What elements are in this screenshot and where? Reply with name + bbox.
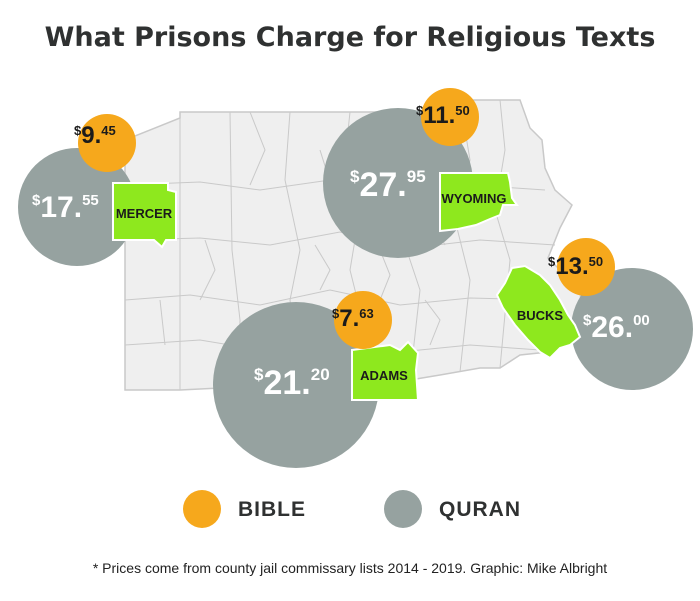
county-shape-wyoming: [439, 172, 519, 233]
county-shape-bucks: [495, 264, 582, 360]
footnote: * Prices come from county jail commissar…: [92, 560, 608, 576]
map-title: What Prisons Charge for Religious Texts: [44, 22, 656, 53]
bible-price-mercer: $9.45: [74, 122, 116, 149]
bible-price-wyoming: $11.50: [416, 102, 470, 129]
quran-price-bucks: $26.00: [583, 311, 650, 344]
bible-circle-wyoming: [421, 88, 479, 146]
bible-circle-adams: [334, 291, 392, 349]
county-shape-mercer: [112, 182, 177, 249]
county-label-wyoming: WYOMING: [442, 191, 507, 206]
legend-bible-swatch: [183, 490, 221, 528]
legend-quran-label: QURAN: [439, 498, 521, 521]
quran-price-wyoming: $27.95: [350, 166, 426, 204]
quran-price-mercer: $17.55: [32, 191, 99, 224]
bible-circle-bucks: [557, 238, 615, 296]
county-label-bucks: BUCKS: [517, 308, 564, 323]
bible-circle-mercer: [78, 114, 136, 172]
bible-price-bucks: $13.50: [548, 253, 604, 280]
county-label-mercer: MERCER: [116, 206, 173, 221]
county-shape-adams: [351, 340, 420, 401]
legend-bible-label: BIBLE: [238, 498, 306, 521]
county-label-adams: ADAMS: [360, 368, 408, 383]
legend-quran-swatch: [384, 490, 422, 528]
bible-price-adams: $7.63: [332, 305, 374, 332]
quran-price-adams: $21.20: [254, 364, 330, 402]
